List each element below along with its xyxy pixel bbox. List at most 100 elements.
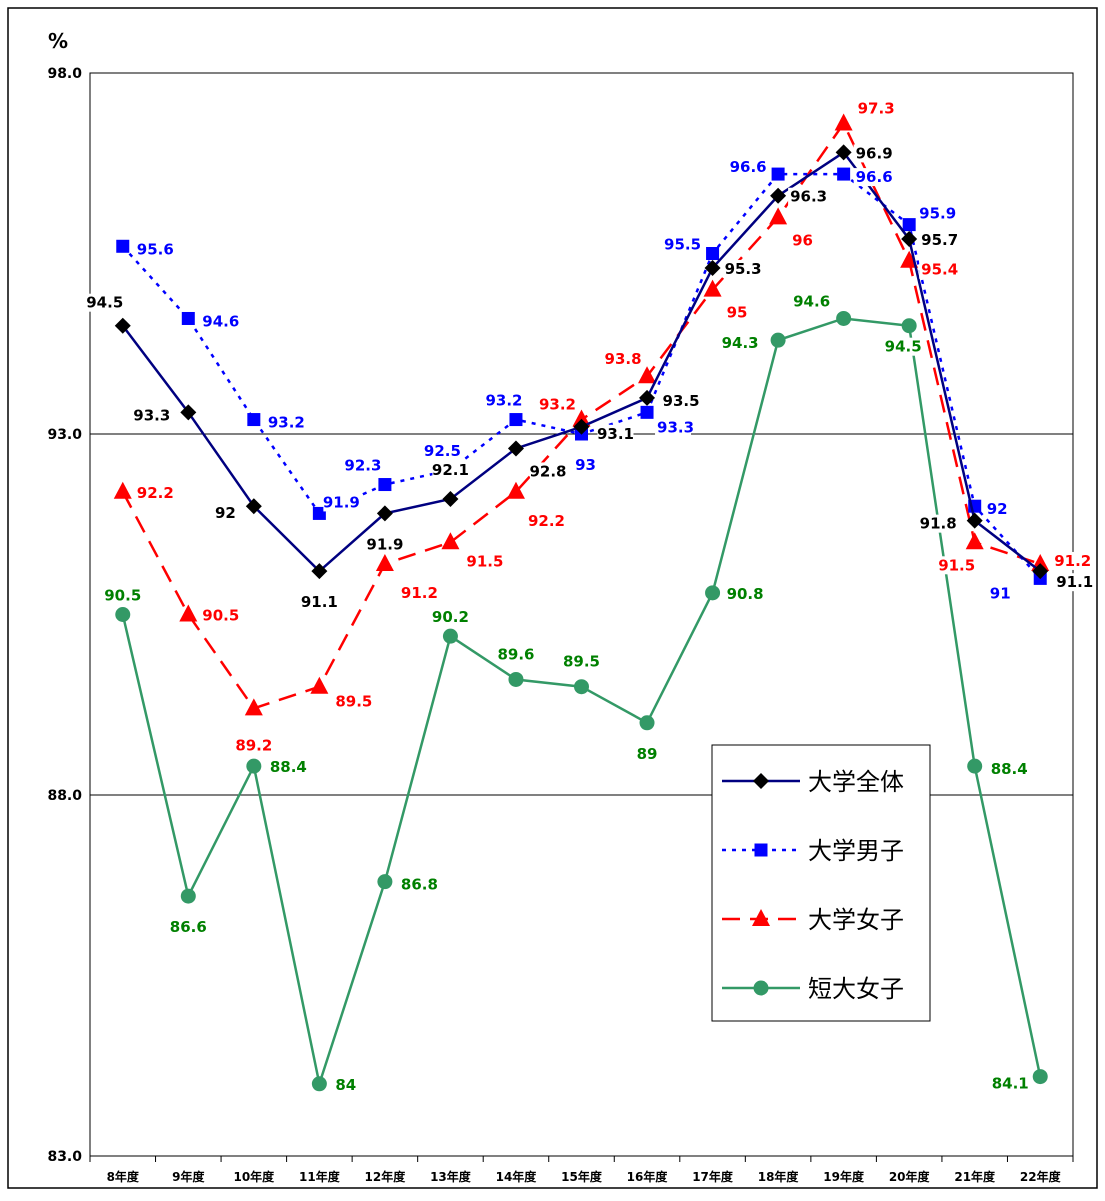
data-label: 88.4	[991, 760, 1028, 778]
data-label: 94.6	[202, 312, 239, 330]
data-label: 89.5	[563, 653, 600, 671]
data-point	[835, 144, 852, 161]
data-label: 84	[335, 1076, 356, 1094]
data-label-bg	[333, 1075, 370, 1094]
legend-label: 大学全体	[808, 768, 904, 796]
data-point	[769, 207, 788, 225]
data-label-bg	[235, 736, 272, 755]
data-label-bg	[497, 645, 534, 664]
data-point	[705, 585, 721, 601]
data-label-bg	[525, 511, 562, 530]
data-point	[703, 279, 722, 297]
x-tick-label: 12年度	[365, 1169, 407, 1184]
data-point	[312, 506, 326, 520]
data-label-bg	[917, 204, 954, 223]
data-label-bg	[938, 556, 975, 575]
data-point	[704, 259, 721, 276]
data-point	[754, 843, 768, 857]
data-label: 91.8	[920, 515, 957, 533]
data-label-bg	[655, 418, 692, 437]
data-label: 89.6	[497, 645, 534, 663]
data-label-bg	[788, 187, 825, 206]
legend-item: 大学男子	[722, 837, 904, 865]
data-label-bg	[724, 303, 761, 322]
data-point	[640, 405, 654, 419]
data-label: 93.1	[597, 425, 634, 443]
data-label-bg	[265, 413, 302, 432]
data-label: 91.1	[301, 593, 338, 611]
legend-label: 大学男子	[808, 837, 904, 865]
data-point	[310, 676, 329, 694]
legend-item: 大学全体	[722, 768, 904, 796]
legend-item: 短大女子	[722, 975, 904, 1003]
data-label-bg	[344, 456, 381, 475]
data-point	[508, 671, 524, 687]
data-label-bg	[134, 483, 171, 502]
data-point	[706, 247, 720, 260]
series-4	[115, 310, 1048, 1092]
outer-border	[7, 7, 1098, 1189]
data-label: 97.3	[858, 100, 895, 118]
x-tick-label: 9年度	[172, 1169, 205, 1184]
data-point	[179, 604, 198, 622]
y-tick-label: 83.0	[47, 1149, 82, 1165]
data-point	[442, 628, 458, 644]
data-label-bg	[984, 500, 1021, 519]
data-label-bg	[919, 260, 956, 279]
data-label: 91.2	[401, 584, 438, 602]
data-label-bg	[267, 758, 304, 777]
data-label-bg	[722, 259, 759, 278]
data-label-bg	[432, 608, 469, 627]
data-label: 90.5	[104, 587, 141, 605]
data-label: 93.5	[663, 392, 700, 410]
data-label-bg	[982, 584, 1019, 603]
x-tick-label: 15年度	[561, 1169, 603, 1184]
data-point	[771, 167, 785, 181]
data-label: 93	[575, 456, 596, 474]
x-tick-label: 22年度	[1020, 1169, 1062, 1184]
data-point	[1032, 1069, 1048, 1085]
data-label-bg	[301, 593, 338, 612]
data-label: 96.9	[856, 144, 893, 162]
data-point	[245, 498, 262, 515]
data-label-bg	[134, 240, 171, 259]
y-tick-label: 93.0	[47, 427, 82, 443]
data-label: 91.9	[366, 535, 403, 553]
data-label-bg	[663, 391, 700, 410]
data-label: 91.2	[1054, 552, 1091, 570]
data-label: 92.5	[424, 442, 461, 460]
data-label: 95.4	[921, 261, 958, 279]
x-tick-label: 11年度	[299, 1169, 341, 1184]
data-label: 94.3	[722, 334, 759, 352]
data-label: 92.8	[529, 462, 566, 480]
data-point	[837, 167, 851, 181]
data-point	[834, 113, 853, 131]
data-label-bg	[201, 504, 238, 523]
data-point	[377, 874, 393, 890]
data-point	[441, 532, 460, 550]
data-label: 91.1	[1056, 573, 1093, 591]
data-point	[639, 389, 656, 406]
data-label: 93.2	[485, 392, 522, 410]
data-label-bg	[597, 424, 634, 443]
data-label-bg	[539, 395, 576, 414]
data-point	[967, 758, 983, 774]
data-label-bg	[563, 652, 600, 671]
data-label: 89	[637, 745, 658, 763]
data-point	[770, 332, 786, 348]
data-label-bg	[853, 168, 890, 187]
y-axis-ticks: 83.0 88.0 93.0 98.0	[47, 66, 82, 1165]
data-label: 91.5	[938, 556, 975, 574]
data-point	[639, 715, 655, 731]
data-label-bg	[1054, 573, 1091, 592]
data-point	[638, 366, 657, 384]
data-label: 91.9	[323, 493, 360, 511]
legend-box	[711, 744, 931, 1022]
data-label-bg	[398, 875, 435, 894]
series-1	[114, 144, 1049, 580]
data-label: 93.2	[539, 396, 576, 414]
y-unit-label: %	[48, 29, 68, 53]
data-label: 91	[990, 584, 1011, 602]
data-label: 93.3	[133, 406, 170, 424]
data-point	[115, 607, 131, 622]
